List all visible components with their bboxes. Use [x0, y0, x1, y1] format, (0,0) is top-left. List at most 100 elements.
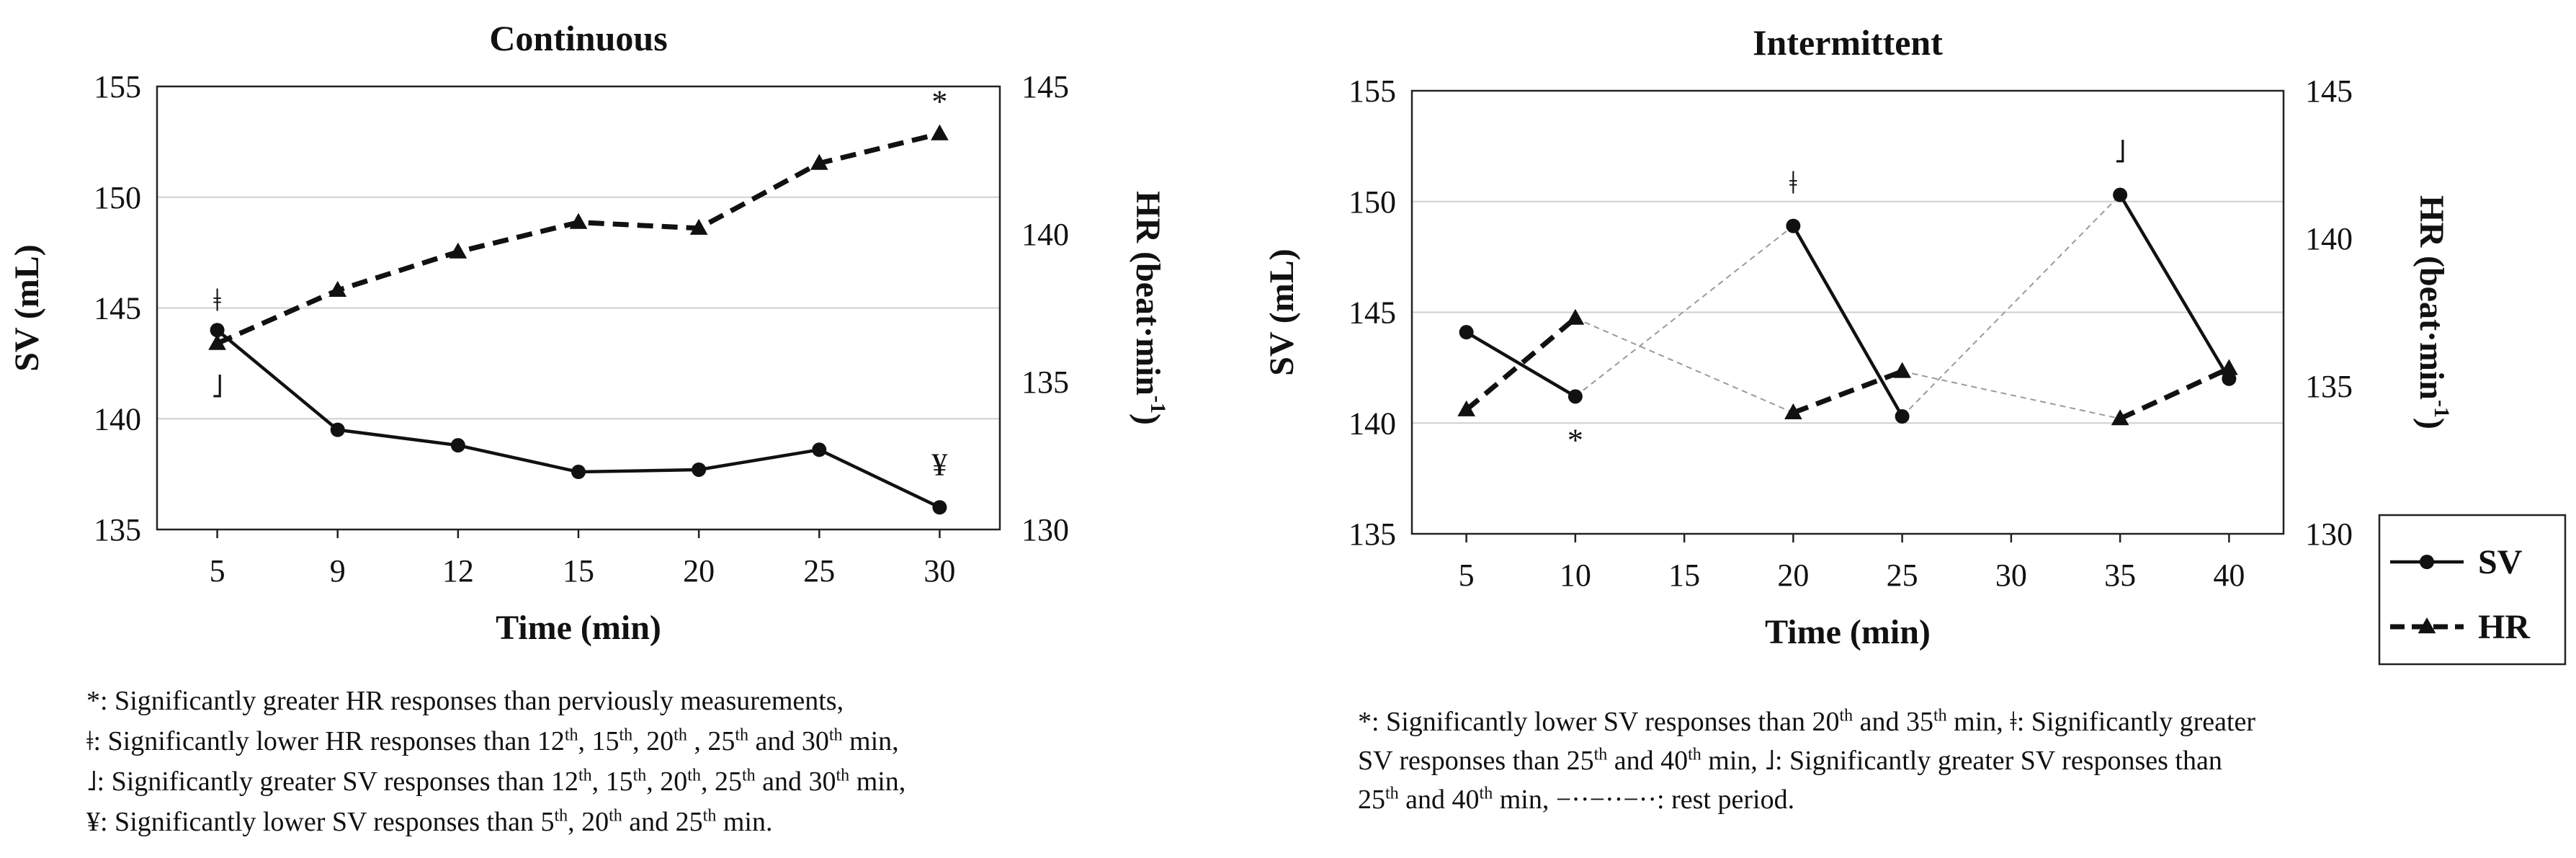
y-left-tick-label: 140 [94, 401, 141, 437]
y-left-tick-label: 140 [1349, 406, 1396, 441]
note-text: −··−··−··: rest period. [1555, 785, 1795, 815]
ordinal-suffix: th [564, 725, 578, 745]
ordinal-suffix: th [554, 806, 568, 826]
note-text: *: Significantly lower SV responses than… [1358, 707, 1840, 737]
note-text: , 20 [646, 767, 688, 797]
intermittent-chart: 135 140 145 150 155 130 135 140 145 5 10 15 20 25 30 35… [1263, 22, 2454, 651]
note-text: , 20 [632, 726, 674, 756]
legend-label-sv: SV [2478, 543, 2523, 581]
note-text: ¥: Significantly lower SV responses than… [86, 807, 555, 837]
data-point-hr [931, 124, 949, 140]
notes-intermittent: *: Significantly lower SV responses than… [1358, 702, 2255, 819]
data-point-sv [1895, 409, 1910, 424]
note-text: SV responses than 25 [1358, 746, 1594, 776]
chart-title: Intermittent [1753, 22, 1943, 63]
data-point-sv [1459, 325, 1474, 340]
y-right-tick-label: 130 [1021, 512, 1069, 548]
data-point-hr [1566, 308, 1585, 325]
x-tick-label: 20 [1777, 558, 1809, 593]
rest-period-line [1902, 370, 2121, 420]
rest-period-line [1575, 225, 1794, 398]
x-tick-label: 15 [1668, 558, 1700, 593]
note-text: and 25 [622, 807, 703, 837]
y-right-label-sup: -1 [2430, 400, 2454, 418]
y-right-tick-label: 145 [2305, 73, 2353, 109]
annotation-mark: ˩ [211, 370, 223, 405]
note-text: , 25 [687, 726, 735, 756]
note-text: min, [1493, 785, 1556, 815]
note-text: ǂ: Significantly lower HR responses than… [86, 726, 565, 756]
ordinal-suffix: th [1688, 745, 1701, 764]
x-tick-label: 30 [1995, 558, 2027, 593]
x-tick-label: 12 [442, 553, 474, 589]
rest-period-line [1575, 317, 1794, 414]
data-point-sv [692, 462, 707, 477]
x-tick-label: 15 [563, 553, 594, 589]
y-left-tick-label: 155 [1349, 73, 1396, 109]
series-line-sv [1792, 225, 1904, 418]
note-text: min, ˩: Significantly greater SV respons… [1701, 746, 2222, 776]
note-text: , 15 [591, 767, 633, 797]
data-point-sv [1567, 389, 1583, 404]
data-point-hr [2111, 409, 2129, 426]
data-point-sv [2222, 371, 2237, 386]
x-tick-label: 25 [1887, 558, 1918, 593]
y-right-tick-label: 145 [1021, 69, 1069, 104]
note-line-2: SV responses than 25th and 40th min, ˩: … [1358, 741, 2255, 780]
y-left-tick-label: 155 [94, 69, 141, 104]
x-tick-label: 25 [803, 553, 835, 589]
ordinal-suffix: th [1385, 784, 1399, 803]
ordinal-suffix: th [632, 766, 647, 785]
note-text: min, ǂ: Significantly greater [1946, 707, 2256, 737]
note-line-3: 25th and 40th min, −··−··−··: rest perio… [1358, 780, 2255, 819]
x-axis-label: Time (min) [1765, 613, 1931, 651]
data-point-hr [569, 213, 588, 229]
legend-marker-hr [2418, 617, 2436, 634]
x-tick-label: 30 [923, 553, 955, 589]
y-right-label-sup: -1 [1146, 396, 1170, 414]
note-line-3: ˩: Significantly greater SV responses th… [86, 761, 905, 802]
note-text: min. [716, 807, 773, 837]
series-line-hr [216, 131, 941, 346]
y-right-label-main: HR (beat·min [2412, 195, 2451, 400]
note-text: and 30 [748, 726, 829, 756]
note-text: , 20 [568, 807, 609, 837]
x-tick-label: 5 [1459, 558, 1475, 593]
note-text: ˩: Significantly greater SV responses th… [86, 767, 578, 797]
y-right-tick-label: 135 [2305, 369, 2353, 404]
ordinal-suffix: th [828, 725, 843, 745]
note-text: , 25 [700, 767, 742, 797]
rest-period-line [1901, 194, 2121, 417]
y-left-axis-label: SV (mL) [1263, 249, 1301, 375]
y-right-tick-label: 140 [1021, 217, 1069, 252]
annotation-mark: ǂ [213, 283, 221, 318]
data-point-hr [2220, 359, 2238, 375]
ordinal-suffix: th [1933, 706, 1947, 725]
note-text: and 35 [1853, 707, 1933, 737]
data-point-sv [812, 442, 827, 457]
y-left-tick-label: 150 [94, 180, 141, 215]
y-right-tick-label: 130 [2305, 517, 2353, 552]
legend: SV HR [2378, 514, 2567, 666]
series-line-sv [1465, 331, 1577, 398]
legend-marker-sv [2420, 555, 2434, 569]
y-left-tick-label: 135 [94, 512, 141, 548]
data-point-hr [1893, 362, 1911, 378]
ordinal-suffix: th [702, 806, 717, 826]
y-right-axis-label: HR (beat·min-1) [1129, 191, 1170, 425]
series-line-hr [2119, 366, 2230, 421]
data-point-hr [328, 280, 347, 297]
data-point-hr [1784, 403, 1802, 419]
note-line-2: ǂ: Significantly lower HR responses than… [86, 721, 905, 761]
ordinal-suffix: th [735, 725, 748, 745]
data-point-hr [1457, 400, 1475, 416]
ordinal-suffix: th [836, 766, 850, 785]
note-text: min, [842, 726, 899, 756]
continuous-chart: 135 140 145 150 155 130 135 140 145 5 9 12 15 20 25 30 C… [8, 18, 1170, 647]
ordinal-suffix: th [1839, 706, 1853, 725]
data-point-hr [810, 153, 828, 170]
y-right-label-end: ) [2412, 418, 2451, 429]
ordinal-suffix: th [674, 725, 687, 745]
data-point-hr [689, 218, 708, 235]
data-point-hr [449, 242, 468, 259]
